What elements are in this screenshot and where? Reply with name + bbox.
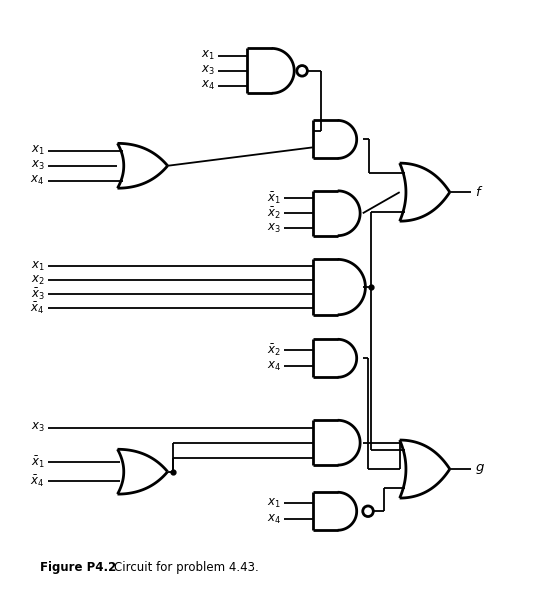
Text: $x_{4}$: $x_{4}$: [30, 174, 44, 188]
Circle shape: [297, 65, 308, 76]
Text: $x_{3}$: $x_{3}$: [201, 64, 215, 77]
Text: $x_{4}$: $x_{4}$: [267, 360, 281, 373]
Text: $x_{3}$: $x_{3}$: [31, 159, 44, 172]
Text: $f$: $f$: [475, 185, 483, 199]
Text: $\bar{x}_{1}$: $\bar{x}_{1}$: [267, 191, 281, 206]
Text: $\bar{x}_{4}$: $\bar{x}_{4}$: [30, 300, 44, 316]
Text: Circuit for problem 4.43.: Circuit for problem 4.43.: [114, 561, 259, 574]
Text: $x_{1}$: $x_{1}$: [201, 50, 215, 63]
Text: Figure P4.2: Figure P4.2: [39, 561, 116, 574]
Text: $\bar{x}_{3}$: $\bar{x}_{3}$: [30, 286, 44, 301]
Text: $x_{3}$: $x_{3}$: [31, 421, 44, 434]
Text: $x_{1}$: $x_{1}$: [31, 260, 44, 273]
Text: $\bar{x}_{1}$: $\bar{x}_{1}$: [30, 454, 44, 470]
Text: $x_{2}$: $x_{2}$: [31, 274, 44, 287]
Text: $x_{1}$: $x_{1}$: [267, 497, 281, 510]
Text: $\bar{x}_{2}$: $\bar{x}_{2}$: [267, 205, 281, 221]
Text: $\bar{x}_{2}$: $\bar{x}_{2}$: [267, 343, 281, 358]
Text: $x_{4}$: $x_{4}$: [267, 513, 281, 526]
Text: $g$: $g$: [475, 462, 485, 476]
Text: $x_{4}$: $x_{4}$: [201, 79, 215, 93]
Circle shape: [363, 506, 373, 516]
Text: $x_{3}$: $x_{3}$: [267, 222, 281, 235]
Text: $x_{1}$: $x_{1}$: [31, 144, 44, 158]
Text: $\bar{x}_{4}$: $\bar{x}_{4}$: [30, 473, 44, 489]
